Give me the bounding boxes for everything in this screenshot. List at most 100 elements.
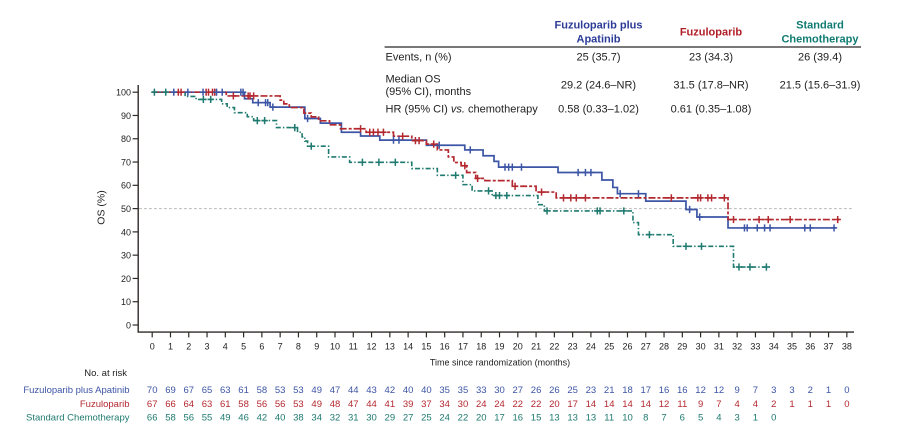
svg-text:34: 34 [769, 341, 779, 351]
svg-text:22: 22 [458, 413, 469, 424]
svg-text:21.5 (15.6–31.9): 21.5 (15.6–31.9) [780, 79, 861, 91]
svg-text:49: 49 [311, 399, 322, 410]
svg-text:1: 1 [789, 399, 794, 410]
svg-text:1: 1 [168, 341, 173, 351]
svg-text:61: 61 [238, 385, 249, 396]
svg-text:61: 61 [220, 399, 231, 410]
svg-text:53: 53 [293, 385, 304, 396]
svg-text:28: 28 [659, 341, 669, 351]
svg-text:8: 8 [643, 413, 648, 424]
svg-text:14: 14 [403, 341, 413, 351]
svg-text:42: 42 [385, 385, 396, 396]
svg-text:56: 56 [183, 413, 194, 424]
svg-text:3: 3 [205, 341, 210, 351]
svg-text:17: 17 [494, 413, 505, 424]
svg-text:13: 13 [586, 413, 597, 424]
svg-text:58: 58 [238, 399, 249, 410]
svg-text:38: 38 [842, 341, 852, 351]
svg-text:36: 36 [805, 341, 815, 351]
svg-text:22: 22 [531, 399, 542, 410]
svg-text:20: 20 [476, 413, 487, 424]
svg-text:12: 12 [695, 385, 706, 396]
svg-text:35: 35 [787, 341, 797, 351]
svg-text:60: 60 [121, 181, 131, 191]
svg-text:67: 67 [147, 399, 158, 410]
svg-text:18: 18 [476, 341, 486, 351]
svg-text:13: 13 [385, 341, 395, 351]
svg-text:25: 25 [567, 385, 578, 396]
svg-text:64: 64 [183, 399, 194, 410]
svg-text:27: 27 [513, 385, 524, 396]
svg-text:25 (35.7): 25 (35.7) [576, 51, 620, 63]
svg-text:31: 31 [714, 341, 724, 351]
svg-text:55: 55 [202, 413, 213, 424]
svg-text:24: 24 [586, 341, 596, 351]
svg-text:30: 30 [366, 413, 377, 424]
svg-text:0: 0 [844, 385, 849, 396]
svg-text:63: 63 [220, 385, 231, 396]
svg-text:44: 44 [348, 385, 359, 396]
svg-text:23: 23 [568, 341, 578, 351]
svg-text:OS (%): OS (%) [96, 190, 108, 224]
svg-text:37: 37 [421, 399, 432, 410]
svg-text:16: 16 [440, 341, 450, 351]
svg-text:58: 58 [165, 413, 176, 424]
svg-text:15: 15 [531, 413, 542, 424]
svg-text:8: 8 [296, 341, 301, 351]
svg-text:47: 47 [348, 399, 359, 410]
svg-text:Fuzuloparib: Fuzuloparib [80, 399, 130, 410]
svg-text:40: 40 [403, 385, 414, 396]
svg-text:4: 4 [735, 399, 740, 410]
svg-text:44: 44 [366, 399, 377, 410]
svg-text:4: 4 [753, 399, 758, 410]
svg-text:14: 14 [604, 399, 615, 410]
svg-text:10: 10 [330, 341, 340, 351]
svg-text:1: 1 [808, 399, 813, 410]
svg-text:32: 32 [330, 413, 341, 424]
svg-text:16: 16 [513, 413, 524, 424]
svg-text:33: 33 [750, 341, 760, 351]
svg-text:39: 39 [403, 399, 414, 410]
svg-text:12: 12 [714, 385, 725, 396]
svg-text:22: 22 [549, 341, 559, 351]
svg-text:58: 58 [257, 385, 268, 396]
svg-text:11: 11 [349, 341, 358, 351]
svg-text:17: 17 [567, 399, 578, 410]
svg-text:35: 35 [458, 385, 469, 396]
svg-text:100: 100 [116, 88, 131, 98]
svg-text:40: 40 [275, 413, 286, 424]
svg-text:29: 29 [677, 341, 687, 351]
svg-text:24: 24 [476, 399, 487, 410]
svg-text:26: 26 [531, 385, 542, 396]
svg-text:37: 37 [824, 341, 834, 351]
svg-text:6: 6 [680, 413, 685, 424]
svg-text:38: 38 [293, 413, 304, 424]
svg-text:63: 63 [202, 399, 213, 410]
svg-text:HR (95% CI) vs. chemotherapy: HR (95% CI) vs. chemotherapy [386, 103, 539, 115]
svg-text:33: 33 [476, 385, 487, 396]
svg-text:17: 17 [640, 385, 651, 396]
svg-text:67: 67 [183, 385, 194, 396]
svg-text:3: 3 [735, 413, 740, 424]
svg-text:90: 90 [121, 111, 131, 121]
svg-text:70: 70 [147, 385, 158, 396]
svg-text:23 (34.3): 23 (34.3) [689, 51, 733, 63]
svg-text:30: 30 [494, 385, 505, 396]
svg-text:30: 30 [458, 399, 469, 410]
svg-text:32: 32 [732, 341, 742, 351]
svg-text:13: 13 [567, 413, 578, 424]
svg-text:0: 0 [771, 413, 776, 424]
svg-text:66: 66 [165, 399, 176, 410]
svg-text:3: 3 [771, 385, 776, 396]
svg-text:10: 10 [121, 297, 131, 307]
svg-text:16: 16 [677, 385, 688, 396]
svg-text:16: 16 [659, 385, 670, 396]
svg-text:Fuzuloparib plus Apatinib: Fuzuloparib plus Apatinib [23, 385, 129, 396]
svg-text:31.5 (17.8–NR): 31.5 (17.8–NR) [673, 79, 748, 91]
svg-text:11: 11 [604, 413, 614, 424]
svg-text:15: 15 [421, 341, 431, 351]
svg-text:2: 2 [771, 399, 776, 410]
svg-text:Median OS: Median OS [386, 73, 441, 85]
svg-text:26 (39.4): 26 (39.4) [798, 51, 842, 63]
svg-text:48: 48 [330, 399, 341, 410]
